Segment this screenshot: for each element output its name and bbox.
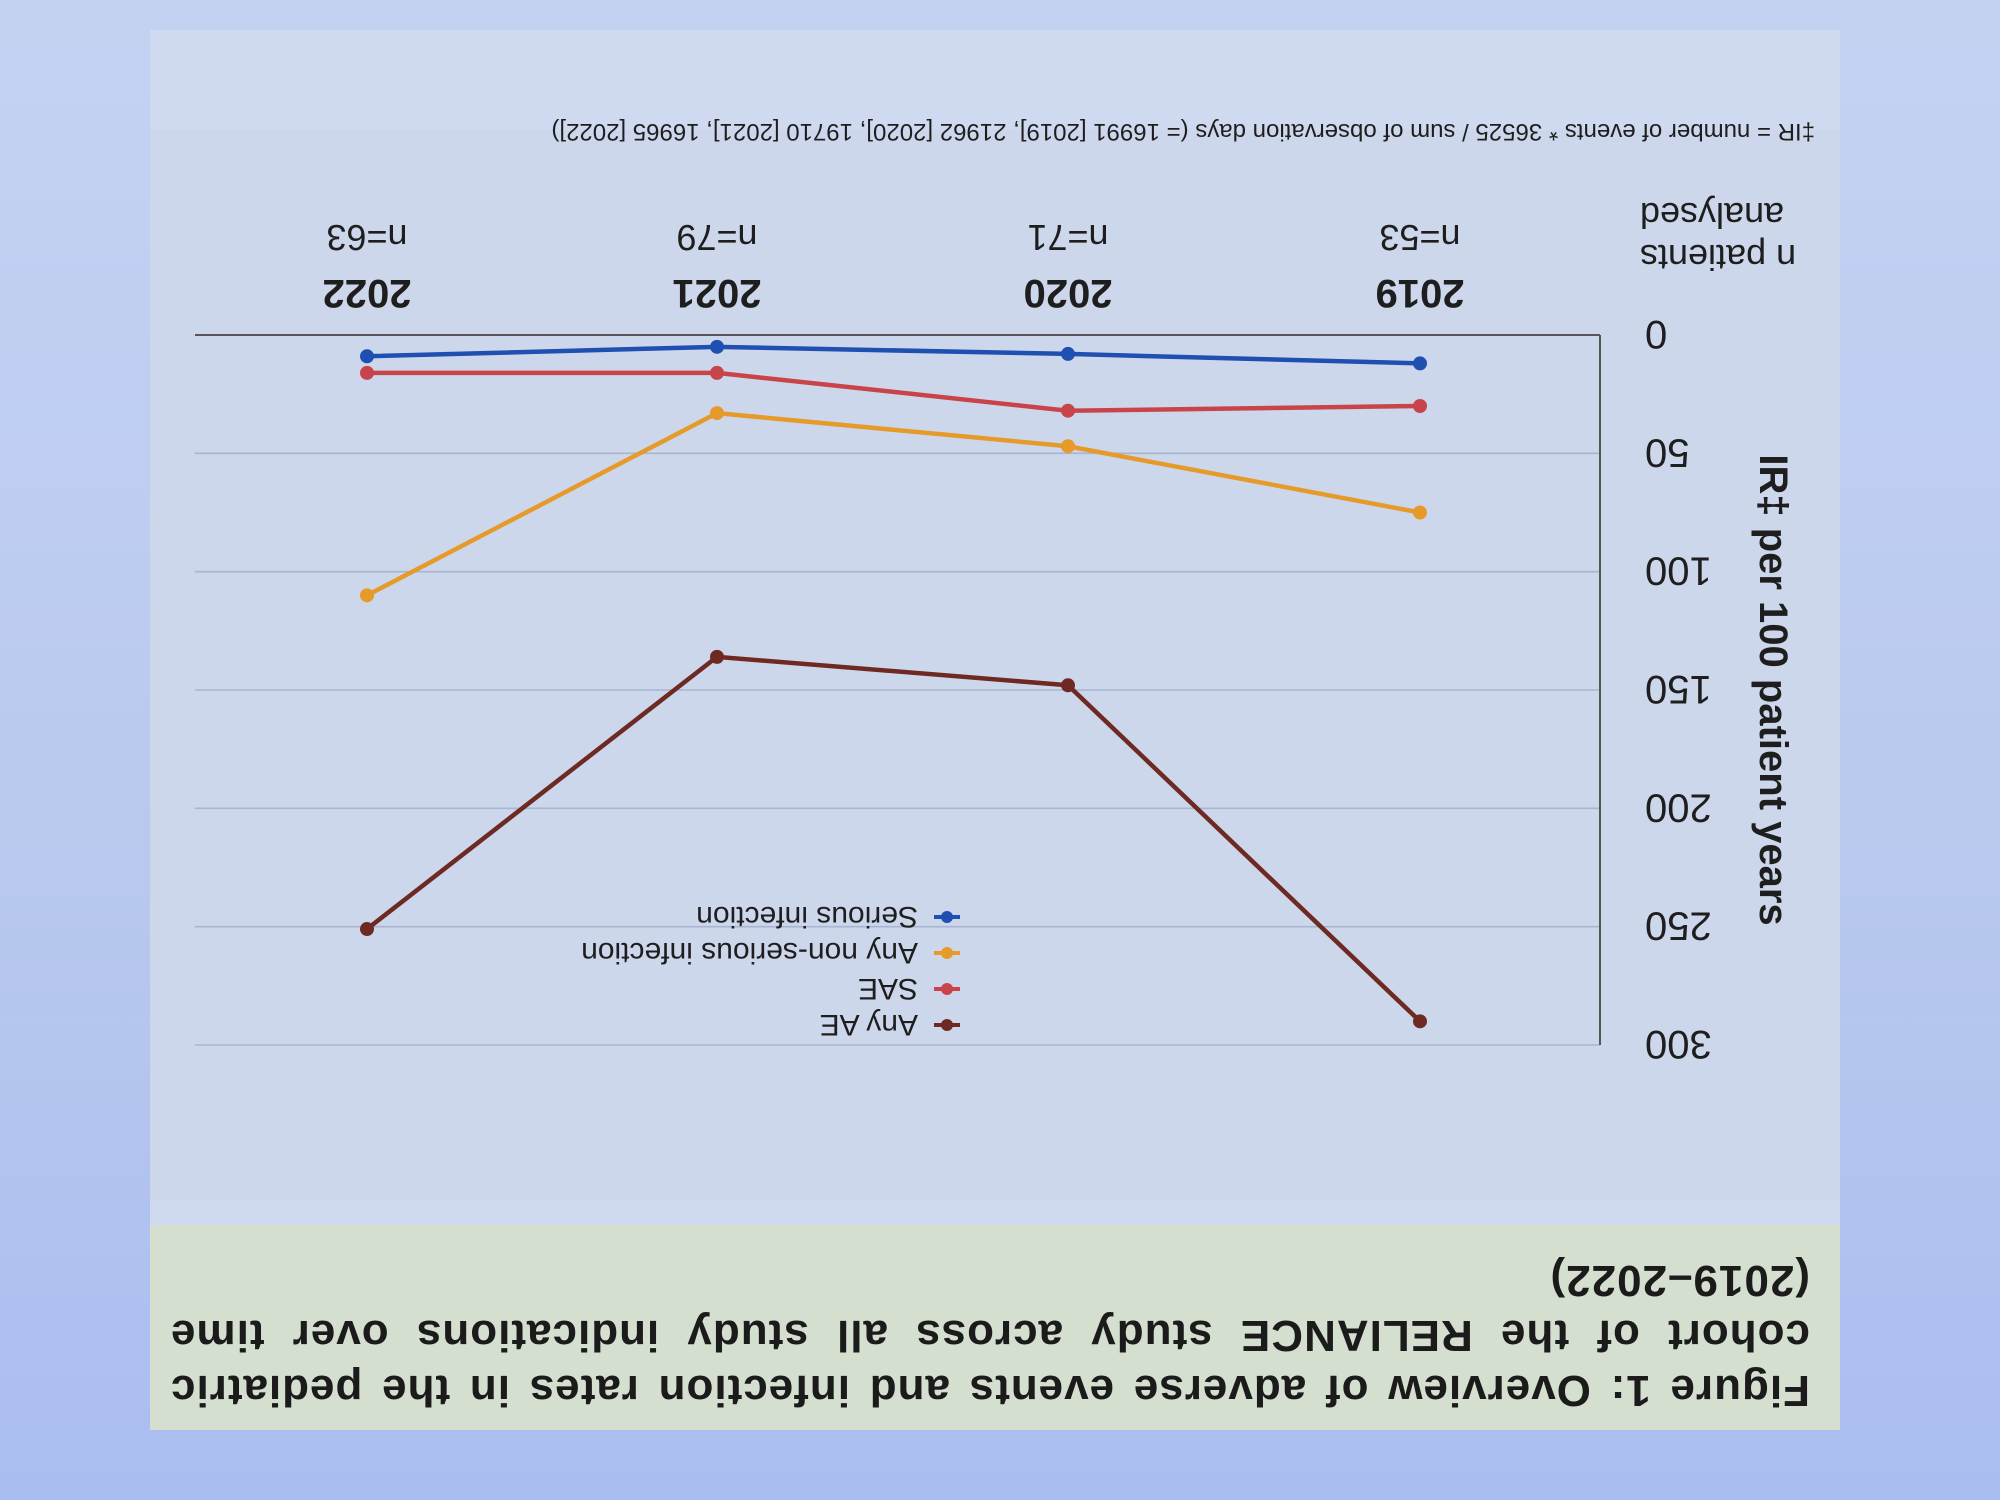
series-line <box>366 344 1421 366</box>
n-patients-value: n=79 <box>676 217 757 258</box>
data-point <box>360 588 374 603</box>
y-tick-label: 150 <box>1645 667 1712 711</box>
data-point <box>1413 1014 1427 1029</box>
data-point <box>710 365 724 380</box>
data-point <box>710 339 724 354</box>
data-point <box>710 406 724 421</box>
series-line <box>367 370 1421 413</box>
y-tick-label: 50 <box>1645 430 1690 474</box>
series-line <box>365 654 1422 1023</box>
n-patients-value: n=53 <box>1379 217 1460 258</box>
y-tick-label: 250 <box>1645 904 1712 948</box>
gridlines <box>195 452 1600 1046</box>
y-axis-label: IR‡ per 100 patient years <box>1751 454 1795 925</box>
axes <box>195 334 1601 1045</box>
data-point <box>710 649 724 664</box>
data-point <box>1413 505 1427 520</box>
legend-marker <box>941 1019 953 1031</box>
axis-labels: 0 50 100 150 200 250 300 IR‡ per 100 patient ye… <box>323 195 1797 1066</box>
data-point <box>1061 346 1075 361</box>
x-tick-label: 2022 <box>323 271 412 315</box>
n-patients-label: n patientsanalysed <box>1640 195 1796 278</box>
n-patients-value: n=71 <box>1027 217 1108 258</box>
data-point <box>1413 356 1427 371</box>
data-point <box>1413 399 1427 413</box>
footnote: ‡IR = number of events * 36525 / sum of … <box>551 118 1815 145</box>
data-point <box>360 365 374 380</box>
data-point <box>1061 403 1075 418</box>
y-tick-label: 200 <box>1645 785 1712 829</box>
legend-marker <box>941 947 953 959</box>
legend-marker <box>941 983 953 995</box>
series-lines <box>360 339 1427 1029</box>
legend-label: Serious infection <box>696 900 918 933</box>
y-tick-label: 100 <box>1645 549 1712 593</box>
n-patients-value: n=63 <box>326 217 407 258</box>
x-tick-label: 2019 <box>1376 271 1465 315</box>
x-tick-label: 2021 <box>673 271 762 315</box>
data-point <box>1061 678 1075 693</box>
series-line <box>365 410 1421 598</box>
x-tick-label: 2020 <box>1024 271 1113 315</box>
legend-label: SAE <box>858 972 918 1005</box>
legend-label: Any non-serious infection <box>581 936 918 969</box>
data-point <box>1061 439 1075 454</box>
legend-label: Any AE <box>820 1008 918 1041</box>
data-point <box>360 922 374 937</box>
data-point <box>360 349 374 364</box>
y-tick-label: 0 <box>1645 312 1667 356</box>
y-tick-label: 300 <box>1645 1022 1712 1066</box>
legend-marker <box>941 911 953 923</box>
